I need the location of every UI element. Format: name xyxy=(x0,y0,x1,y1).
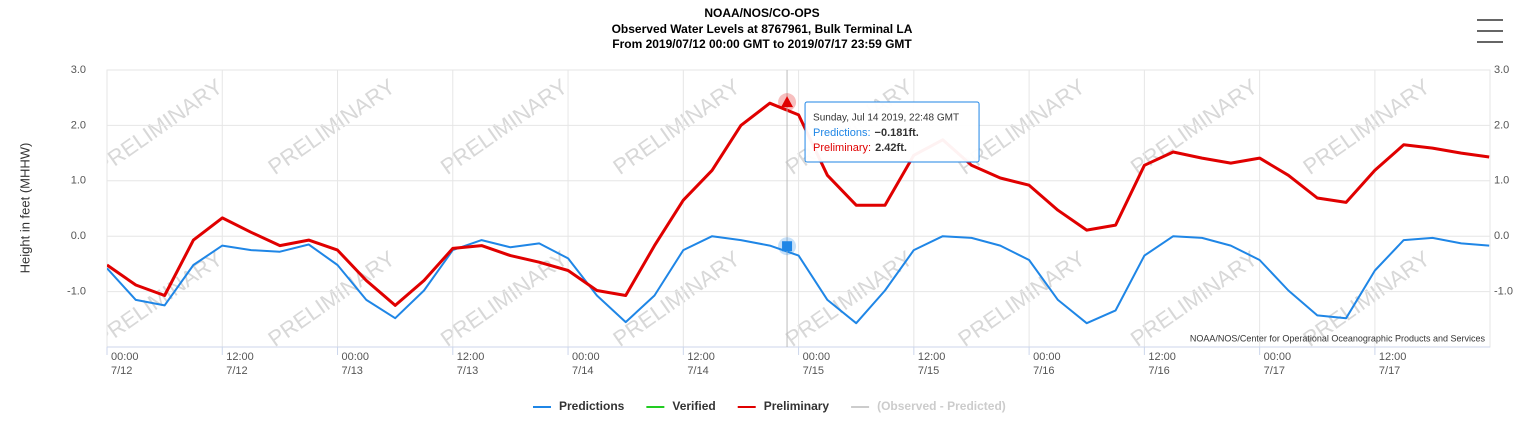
hover-marker xyxy=(782,241,793,252)
x-tick-label: 00:00 xyxy=(111,351,139,363)
legend-label: Preliminary xyxy=(764,399,830,413)
tooltip: Sunday, Jul 14 2019, 22:48 GMT Prediction… xyxy=(778,70,980,347)
y-tick-label: 2.0 xyxy=(71,119,86,131)
watermarks: PRELIMINARY PRELIMINARY PRELIMINARY PRELIMI… xyxy=(91,74,1435,352)
x-tick-date: 7/13 xyxy=(457,365,478,377)
watermark: PRELIMINARY xyxy=(1298,74,1434,180)
x-tick-date: 7/14 xyxy=(687,365,708,377)
credit: NOAA/NOS/Center for Operational Oceanogr… xyxy=(1190,333,1486,343)
x-tick-date: 7/15 xyxy=(803,365,824,377)
y-tick-label: -1.0 xyxy=(67,286,86,298)
x-tick-label: 00:00 xyxy=(1033,351,1061,363)
y2-tick-label: 2.0 xyxy=(1494,119,1509,131)
chart-period: From 2019/07/12 00:00 GMT to 2019/07/17 … xyxy=(612,37,912,51)
chart-title: NOAA/NOS/CO-OPS xyxy=(704,6,819,20)
x-tick-label: 12:00 xyxy=(1148,351,1176,363)
watermark: PRELIMINARY xyxy=(91,74,227,180)
x-tick-date: 7/17 xyxy=(1379,365,1400,377)
watermark: PRELIMINARY xyxy=(91,246,227,352)
x-tick-label: 00:00 xyxy=(803,351,831,363)
x-tick-label: 12:00 xyxy=(226,351,254,363)
x-tick-date: 7/12 xyxy=(226,365,247,377)
x-tick-label: 00:00 xyxy=(572,351,600,363)
x-tick-label: 12:00 xyxy=(1379,351,1407,363)
watermark: PRELIMINARY xyxy=(263,74,399,180)
x-tick-date: 7/14 xyxy=(572,365,593,377)
x-tick-date: 7/16 xyxy=(1148,365,1169,377)
hover-marker xyxy=(781,96,794,108)
axes: -1.0 -1.0 0.0 0.0 1.0 1.0 2.0 2.0 3.0 3.0 00:00 7/1… xyxy=(67,64,1513,377)
y2-tick-label: 1.0 xyxy=(1494,175,1509,187)
watermark: PRELIMINARY xyxy=(436,74,572,180)
x-tick-date: 7/16 xyxy=(1033,365,1054,377)
x-tick-date: 7/12 xyxy=(111,365,132,377)
tooltip-header: Sunday, Jul 14 2019, 22:48 GMT xyxy=(813,113,959,124)
y2-tick-label: 0.0 xyxy=(1494,230,1509,242)
x-tick-date: 7/13 xyxy=(342,365,363,377)
grid xyxy=(106,69,1491,348)
series-lines xyxy=(107,101,1490,325)
x-tick-date: 7/15 xyxy=(918,365,939,377)
watermark: PRELIMINARY xyxy=(953,246,1089,352)
legend: Predictions Verified Preliminary (Observed … xyxy=(533,399,1006,413)
tooltip-name: Preliminary: xyxy=(813,142,871,154)
watermark: PRELIMINARY xyxy=(608,74,744,180)
x-tick-date: 7/17 xyxy=(1264,365,1285,377)
watermark: PRELIMINARY xyxy=(436,246,572,352)
x-tick-label: 12:00 xyxy=(457,351,485,363)
legend-label: (Observed - Predicted) xyxy=(877,399,1006,413)
x-tick-label: 00:00 xyxy=(1264,351,1292,363)
tooltip-box xyxy=(804,101,980,163)
chart-subtitle: Observed Water Levels at 8767961, Bulk T… xyxy=(612,22,913,36)
y-tick-label: 1.0 xyxy=(71,175,86,187)
x-tick-label: 00:00 xyxy=(342,351,370,363)
y-tick-label: 3.0 xyxy=(71,64,86,76)
tooltip-value: 2.42ft. xyxy=(875,142,907,154)
x-tick-label: 12:00 xyxy=(687,351,715,363)
y-axis-label: Height in feet (MHHW) xyxy=(17,143,32,274)
legend-label: Predictions xyxy=(559,399,625,413)
legend-label: Verified xyxy=(672,399,715,413)
tooltip-name: Predictions: xyxy=(813,127,870,139)
y-tick-label: 0.0 xyxy=(71,230,86,242)
series-line xyxy=(107,235,1490,325)
tooltip-value: −0.181ft. xyxy=(875,127,919,139)
menu-button[interactable] xyxy=(1474,16,1506,46)
x-tick-label: 12:00 xyxy=(918,351,946,363)
y2-tick-label: -1.0 xyxy=(1494,286,1513,298)
y2-tick-label: 3.0 xyxy=(1494,64,1509,76)
series-line xyxy=(107,101,1490,307)
